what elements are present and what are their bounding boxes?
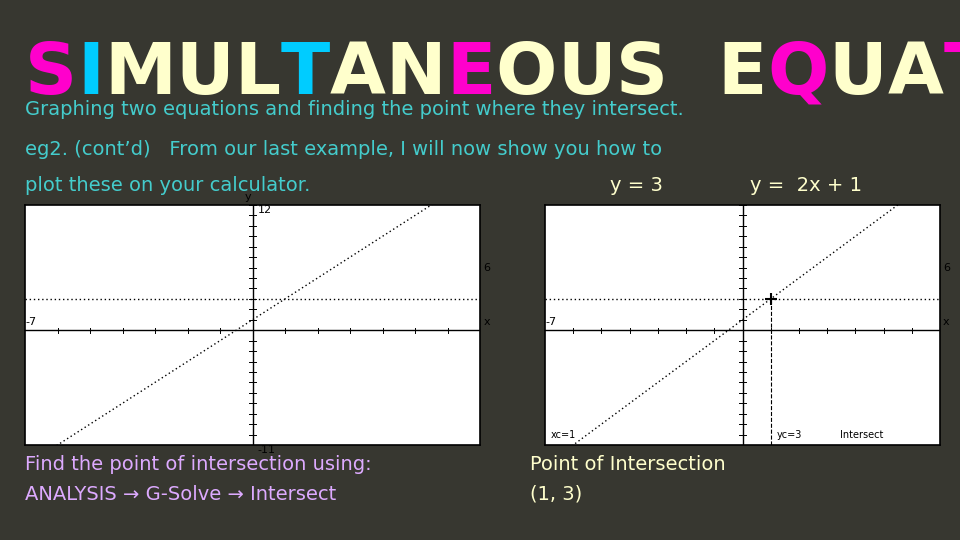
Text: S: S [615,40,667,109]
Text: Intersect: Intersect [840,430,883,440]
Text: Find the point of intersection using:: Find the point of intersection using: [25,455,372,474]
Text: T: T [280,40,329,109]
Text: (1, 3): (1, 3) [530,485,583,504]
Text: eg2. (cont’d)   From our last example, I will now show you how to: eg2. (cont’d) From our last example, I w… [25,140,662,159]
Text: -7: -7 [25,317,36,327]
Text: Point of Intersection: Point of Intersection [530,455,726,474]
Text: I: I [77,40,104,109]
Text: S: S [25,40,77,109]
Text: ANALYSIS → G-Solve → Intersect: ANALYSIS → G-Solve → Intersect [25,485,336,504]
Text: U: U [176,40,234,109]
Text: xc=1: xc=1 [551,430,576,440]
Text: 12: 12 [257,205,272,215]
Text: y =  2x + 1: y = 2x + 1 [750,176,862,195]
Text: E: E [718,40,767,109]
Text: 6: 6 [483,262,491,273]
Text: N: N [386,40,446,109]
Text: L: L [234,40,280,109]
Text: x: x [483,317,490,327]
Text: y: y [244,192,251,202]
Text: yc=3: yc=3 [777,430,802,440]
Text: plot these on your calculator.: plot these on your calculator. [25,176,310,195]
Text: U: U [557,40,615,109]
Text: U: U [828,40,887,109]
Text: 6: 6 [943,262,949,273]
Text: -11: -11 [257,445,276,455]
Text: M: M [104,40,176,109]
Text: x: x [943,317,949,327]
Text: O: O [495,40,557,109]
Text: -7: -7 [545,317,556,327]
Text: y = 3: y = 3 [610,176,662,195]
Text: A: A [329,40,386,109]
Text: E: E [446,40,495,109]
Text: A: A [887,40,943,109]
Text: Graphing two equations and finding the point where they intersect.: Graphing two equations and finding the p… [25,100,684,119]
Text: Q: Q [767,40,828,109]
Text: T: T [943,40,960,109]
